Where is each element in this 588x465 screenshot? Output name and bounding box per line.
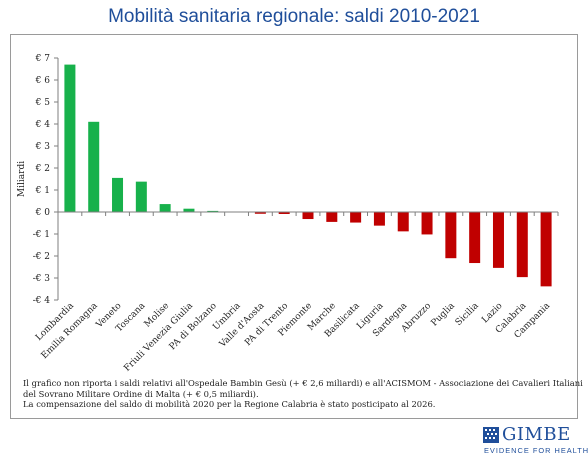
- gimbe-grid-icon: [483, 427, 499, 443]
- footnote-line: Il grafico non riporta i saldi relativi …: [23, 378, 583, 388]
- y-tick-label: € 0: [35, 208, 51, 218]
- bar-3: [135, 181, 147, 212]
- y-tick-label: € 7: [35, 54, 51, 64]
- bar-0: [64, 64, 76, 212]
- logo-name: GIMBE: [502, 424, 571, 445]
- y-tick-label: -€ 4: [33, 296, 51, 306]
- bar-chart: € 7 € 6 € 5 € 4 € 3 € 2 € 1 € 0 -€ 1 -€ 2 -€ 3 -€ 4…: [17, 54, 559, 374]
- bar-6: [207, 210, 219, 212]
- bar-15: [421, 212, 433, 235]
- bar-8: [254, 212, 266, 214]
- y-axis-label: Miliardi: [17, 161, 27, 197]
- bar-5: [183, 208, 195, 212]
- bar-12: [350, 212, 362, 223]
- bar-10: [302, 212, 314, 220]
- footnote-line: La compensazione del saldo di mobilità 2…: [23, 399, 436, 409]
- category-label: Puglia: [430, 301, 458, 329]
- bar-1: [88, 121, 100, 212]
- bar-16: [445, 212, 457, 259]
- bar-11: [326, 212, 338, 222]
- bars: [64, 64, 552, 287]
- y-tick-label: € 5: [35, 98, 51, 108]
- bar-13: [373, 212, 385, 226]
- logo-tagline: EVIDENCE FOR HEALTH: [484, 446, 588, 455]
- bar-19: [516, 212, 528, 278]
- footnotes: Il grafico non riporta i saldi relativi …: [23, 378, 583, 410]
- chart-frame: [10, 34, 578, 419]
- bar-20: [540, 212, 552, 287]
- y-tick-label: € 2: [35, 164, 50, 174]
- y-tick-label: -€ 3: [33, 274, 51, 284]
- bar-14: [397, 212, 409, 232]
- bar-17: [469, 212, 481, 264]
- bar-18: [492, 212, 504, 268]
- y-tick-label: € 1: [35, 186, 50, 196]
- y-tick-label: € 3: [35, 142, 51, 152]
- bar-4: [159, 204, 171, 212]
- category-label: Sicilia: [454, 301, 481, 328]
- y-tick-label: -€ 1: [33, 230, 50, 240]
- y-tick-label: € 6: [35, 76, 51, 86]
- bar-9: [278, 212, 290, 214]
- chart-title: Mobilità sanitaria regionale: saldi 2010…: [108, 6, 480, 27]
- bar-2: [112, 177, 124, 212]
- y-tick-label: € 4: [35, 120, 51, 130]
- y-tick-label: -€ 2: [33, 252, 50, 262]
- footnote-line: del Sovrano Militare Ordine di Malta (+ …: [23, 388, 259, 399]
- y-axis: € 7 € 6 € 5 € 4 € 3 € 2 € 1 € 0 -€ 1 -€ 2 -€ 3 -€ 4: [33, 54, 59, 306]
- gimbe-logo: GIMBE EVIDENCE FOR HEALTH: [483, 424, 588, 459]
